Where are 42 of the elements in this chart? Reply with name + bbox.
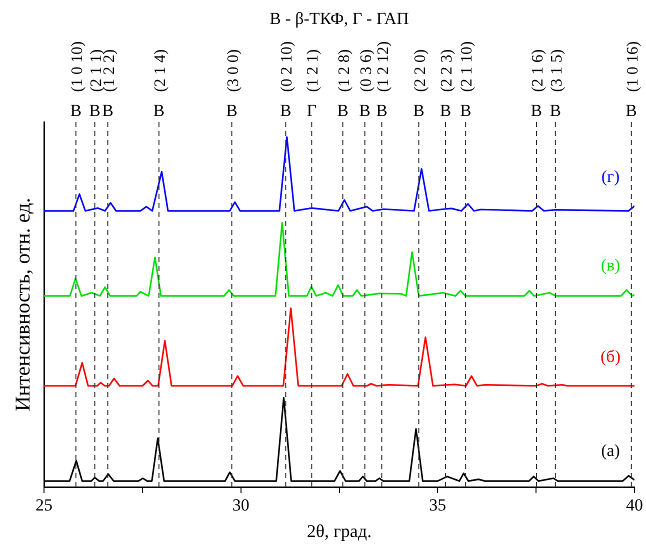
ref-line-label: В <box>153 101 165 120</box>
ref-line-label: В <box>226 101 238 120</box>
x-tick-label: 30 <box>232 496 250 515</box>
ref-line-label: Г <box>306 101 317 120</box>
series-label: (в) <box>600 256 620 275</box>
text: (2 2 0) <box>412 49 429 92</box>
ref-line-label: В <box>102 101 114 120</box>
text: (2 1 10) <box>458 41 476 92</box>
text: (2 1 6) <box>529 49 546 92</box>
y-axis-title: Интенсивность, отн. ед. <box>10 198 35 412</box>
text: (1 2 1) <box>304 49 322 92</box>
ref-line-label: В <box>70 101 82 120</box>
x-tick-label: 40 <box>626 496 643 515</box>
text: (3 1 5) <box>548 49 566 92</box>
ref-line-label: В <box>89 101 100 120</box>
series-label: (а) <box>601 441 620 460</box>
ref-line-label: В <box>413 101 424 120</box>
text: (0 2 10) <box>278 41 296 92</box>
text: (1 0 10) <box>68 41 86 92</box>
text: (2 2 3) <box>438 49 456 92</box>
ref-line-label: В <box>440 101 452 120</box>
ref-line-label: В <box>376 101 388 120</box>
ref-line-label: В <box>530 101 542 120</box>
text: (3 0 0) <box>224 49 242 92</box>
x-tick-label: 35 <box>429 496 446 515</box>
ref-line-label: В <box>550 101 562 120</box>
ref-line-label: В <box>359 101 371 120</box>
x-axis-title: 2θ, град. <box>306 520 372 541</box>
x-tick-label: 25 <box>36 496 52 515</box>
ref-line-label: В <box>460 101 472 120</box>
text: (1 2 8) <box>336 49 353 92</box>
series-label: (б) <box>600 346 620 366</box>
ref-line-label: В <box>280 101 292 120</box>
text: (2 1 4) <box>152 49 169 92</box>
text: (2 1 1) <box>88 49 105 92</box>
series-label: (г) <box>601 166 620 186</box>
ref-line-label: В <box>626 101 638 120</box>
text: (1 2 12) <box>374 41 392 92</box>
text: (1 0 16) <box>624 41 642 92</box>
chart-title: В - β-ТКФ, Г - ГАП <box>270 9 409 28</box>
ref-line-label: В <box>337 101 348 120</box>
text: (0 3 6) <box>358 49 375 92</box>
